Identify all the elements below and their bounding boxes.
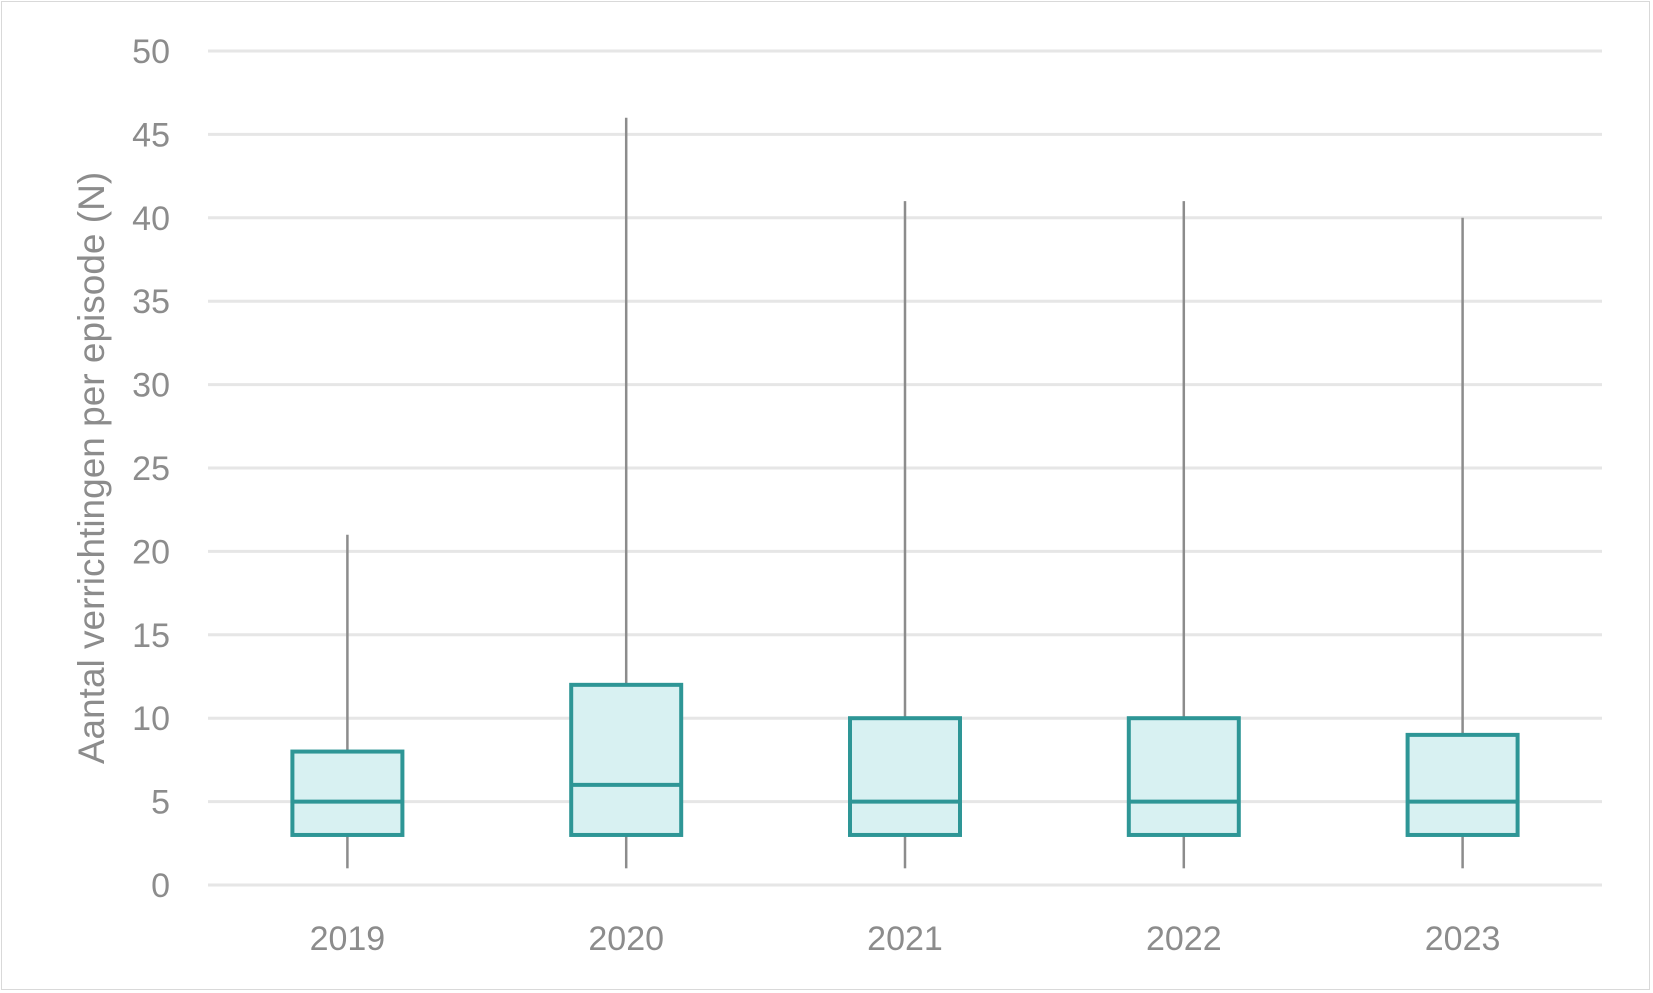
y-tick-label: 40 bbox=[132, 200, 170, 238]
x-tick-label: 2020 bbox=[588, 920, 664, 958]
y-tick-label: 20 bbox=[132, 533, 170, 571]
box-2023 bbox=[1405, 217, 1520, 869]
y-axis-ticks: 0 5 10 15 20 25 30 35 40 45 50 bbox=[132, 33, 170, 905]
y-tick-label: 50 bbox=[132, 33, 170, 71]
box-2021 bbox=[848, 201, 962, 869]
iqr-box bbox=[1126, 716, 1241, 837]
x-tick-label: 2021 bbox=[867, 920, 943, 958]
box-2022 bbox=[1126, 201, 1241, 869]
box-2020 bbox=[569, 117, 684, 869]
y-axis-title: Aantal verrichtingen per episode (N) bbox=[71, 172, 112, 764]
iqr-box bbox=[1405, 732, 1520, 837]
y-tick-label: 10 bbox=[132, 700, 170, 738]
y-tick-label: 25 bbox=[132, 450, 170, 488]
y-tick-label: 45 bbox=[132, 116, 170, 154]
iqr-box bbox=[290, 749, 405, 837]
x-tick-label: 2023 bbox=[1425, 920, 1501, 958]
x-tick-label: 2019 bbox=[310, 920, 386, 958]
y-tick-label: 30 bbox=[132, 367, 170, 405]
iqr-box bbox=[848, 716, 962, 837]
x-tick-label: 2022 bbox=[1146, 920, 1222, 958]
y-tick-label: 0 bbox=[151, 867, 170, 905]
boxes bbox=[290, 117, 1520, 869]
x-axis-ticks: 2019 2020 2021 2022 2023 bbox=[310, 920, 1501, 958]
box-2019 bbox=[290, 534, 405, 869]
y-tick-label: 5 bbox=[151, 784, 170, 822]
iqr-box bbox=[569, 682, 684, 837]
y-tick-label: 35 bbox=[132, 283, 170, 321]
y-tick-label: 15 bbox=[132, 617, 170, 655]
